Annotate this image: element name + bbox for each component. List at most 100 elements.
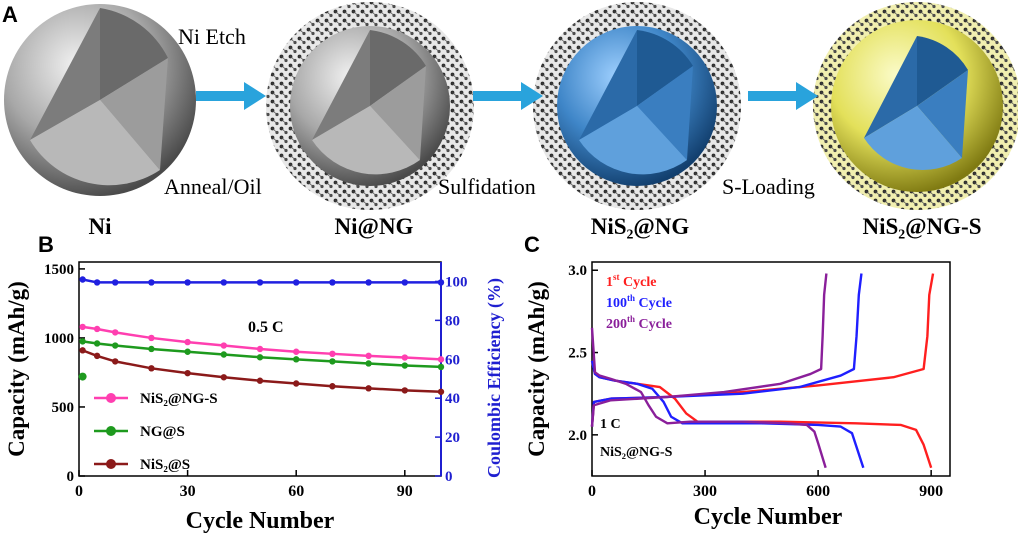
chart-b-point-ng-s (220, 351, 227, 358)
chart-b-point-nis-s (437, 388, 445, 395)
chart-b-annotation-rate: 0.5 C (248, 319, 284, 336)
chart-b-point-nis-s (401, 387, 408, 394)
chart-b-legend-label: NiS₂@NG-S (140, 391, 218, 407)
chart-b-y-tick-label: 0 (67, 469, 75, 485)
ni-sphere-illustration (4, 4, 196, 196)
chart-b-point-nis-ng-s (184, 338, 191, 346)
step-label-anneal-oil: Anneal/Oil (164, 174, 262, 199)
chart-c-x-axis-label: Cycle Number (694, 504, 843, 530)
chart-c-x-tick-label: 600 (806, 483, 830, 500)
chart-b-point-ng-s (112, 342, 119, 349)
chart-b-x-tick-label: 0 (75, 483, 83, 500)
chart-c-legend-label: 100th Cycle (606, 293, 672, 311)
chart-b-point-coulombic-efficiency (256, 279, 264, 286)
step-label-ni-etch: Ni Etch (178, 24, 246, 49)
chart-b-point-nis-ng-s (112, 329, 119, 336)
chart-b-legend: NiS₂@NG-S NG@S NiS₂@S (94, 391, 218, 473)
nis2-ng-sphere-illustration (533, 2, 741, 210)
panel-label-a: A (2, 2, 18, 27)
chart-b-x-axis-label: Cycle Number (186, 508, 335, 534)
chart-b-legend-label: NiS₂@S (140, 457, 190, 473)
chart-b-point-ng-s (93, 340, 101, 347)
chart-b-legend-marker (106, 393, 116, 403)
chart-b-point-nis-s (293, 380, 300, 387)
chart-b-point-nis-s (184, 369, 191, 377)
chart-b-point-nis-ng-s (437, 356, 445, 363)
process-arrow-3 (748, 82, 818, 110)
chart-b-point-coulombic-efficiency (293, 279, 300, 286)
chart-b-point-ng-s (79, 338, 86, 345)
chart-b-y2-tick-label: 100 (445, 274, 468, 290)
chart-b-y2-tick-label: 60 (445, 352, 460, 368)
panel-label-c: C (524, 232, 540, 257)
chart-b-point-nis-ng-s (79, 323, 86, 331)
chart-b-point-ng-s (329, 358, 336, 365)
stage-label-nis2-ng: NiS₂@NG (591, 214, 690, 240)
chart-b-point-nis-ng-s (148, 334, 155, 342)
chart-c-y-axis-label: Capacity (mAh/g) (524, 281, 549, 457)
chart-b-y-axis-label: Capacity (mAh/g) (4, 281, 29, 457)
chart-b-point-coulombic-efficiency (329, 279, 336, 286)
chart-c-y-tick-label: 2.5 (568, 346, 587, 362)
stage-label-nis2-ng-s: NiS₂@NG-S (862, 214, 981, 240)
chart-b-x-tick-label: 60 (288, 483, 304, 500)
chart-b-point-nis-ng-s (365, 352, 372, 360)
chart-b-legend-label: NG@S (140, 424, 185, 440)
chart-c-y-tick-label: 2.0 (568, 428, 587, 444)
chart-b-point-nis-s (112, 358, 119, 365)
chart-b-point-coulombic-efficiency (79, 276, 86, 283)
chart-b-y-tick-label: 1000 (44, 331, 74, 347)
chart-c-annotation-rate: 1 C (600, 417, 621, 432)
chart-b-capacity-vs-cycle: 0 30 60 90 0 500 1000 1500 0 20 40 60 80 100 NiS₂@NG-… (4, 261, 505, 534)
chart-b-point-ng-s (437, 363, 445, 371)
chart-c-discharge-curve-200th-cycle (590, 327, 827, 469)
chart-b-point-nis-s (256, 377, 264, 384)
chart-b-legend-marker (106, 426, 116, 436)
chart-b-point-nis-s (148, 365, 155, 372)
chart-c-annotation-material: NiS₂@NG-S (600, 445, 673, 460)
chart-b-point-coulombic-efficiency (93, 279, 101, 286)
chart-b-x-tick-label: 30 (180, 483, 196, 500)
chart-b-point-ng-s (365, 360, 372, 367)
chart-b-point-nis-ng-s (401, 354, 408, 361)
chart-b-point-ng-s (256, 354, 264, 361)
chart-c-legend: 1st Cycle 100th Cycle 200th Cycle (606, 272, 672, 332)
chart-b-x-tick-label: 90 (397, 483, 413, 500)
chart-b-point-nis-s (93, 352, 101, 360)
process-arrow-1 (196, 82, 266, 110)
chart-c-charge-curve-100th-cycle (590, 273, 863, 427)
chart-b-initial-point (78, 372, 87, 381)
chart-b-point-coulombic-efficiency (401, 279, 408, 286)
panel-label-b: B (38, 232, 54, 257)
chart-b-point-coulombic-efficiency (365, 279, 372, 286)
chart-b-y2-tick-label: 80 (445, 313, 460, 329)
chart-c-legend-label: 200th Cycle (606, 314, 672, 332)
synthesis-schematic: Ni Etch Anneal/Oil Sulfidation S-Loading… (4, 2, 1018, 240)
chart-b-point-coulombic-efficiency (437, 279, 445, 286)
chart-c-charge-curve-200th-cycle (590, 273, 828, 427)
chart-b-point-nis-ng-s (220, 342, 227, 349)
chart-b-y-tick-label: 1500 (44, 262, 74, 278)
chart-b-y-tick-label: 500 (52, 400, 75, 416)
chart-b-point-nis-s (220, 374, 227, 381)
chart-c-x-tick-label: 900 (919, 483, 943, 500)
chart-b-point-nis-ng-s (256, 345, 264, 353)
chart-b-y2-axis-label: Coulombic Efficiency (%) (484, 278, 505, 478)
chart-b-legend-marker (106, 459, 116, 469)
chart-b-point-coulombic-efficiency (112, 279, 119, 286)
step-label-sulfidation: Sulfidation (438, 174, 536, 199)
ni-ng-sphere-illustration (266, 2, 474, 210)
chart-b-point-coulombic-efficiency (220, 279, 227, 286)
chart-c-plot-frame (591, 261, 951, 477)
chart-b-point-nis-s (365, 385, 372, 392)
process-arrow-2 (473, 82, 543, 110)
step-label-s-loading: S-Loading (722, 174, 815, 199)
chart-b-point-nis-s (329, 383, 336, 390)
chart-b-point-ng-s (293, 356, 300, 363)
chart-b-series-line-ng-s (82, 340, 442, 369)
chart-b-point-nis-s (79, 347, 86, 354)
chart-b-plot-frame (78, 261, 442, 477)
stage-label-ni-ng: Ni@NG (335, 214, 414, 240)
